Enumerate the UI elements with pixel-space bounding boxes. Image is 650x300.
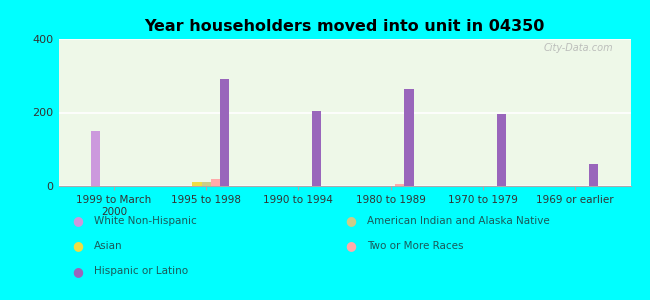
Bar [211, 178, 220, 186]
Text: ●: ● [73, 265, 83, 278]
Bar [91, 131, 100, 186]
Text: City-Data.com: City-Data.com [543, 44, 614, 53]
Text: ●: ● [346, 239, 356, 253]
Bar [497, 114, 506, 186]
Bar [192, 182, 202, 186]
Bar [312, 111, 322, 186]
Text: Two or More Races: Two or More Races [367, 241, 463, 251]
Text: Hispanic or Latino: Hispanic or Latino [94, 266, 188, 277]
Text: ●: ● [73, 214, 83, 227]
Bar [589, 164, 598, 186]
Text: White Non-Hispanic: White Non-Hispanic [94, 215, 197, 226]
Bar [220, 80, 229, 186]
Bar [395, 184, 404, 186]
Bar [404, 88, 413, 186]
Text: ●: ● [346, 214, 356, 227]
Title: Year householders moved into unit in 04350: Year householders moved into unit in 043… [144, 19, 545, 34]
Text: American Indian and Alaska Native: American Indian and Alaska Native [367, 215, 550, 226]
Bar [202, 182, 211, 186]
Text: ●: ● [73, 239, 83, 253]
Text: Asian: Asian [94, 241, 123, 251]
